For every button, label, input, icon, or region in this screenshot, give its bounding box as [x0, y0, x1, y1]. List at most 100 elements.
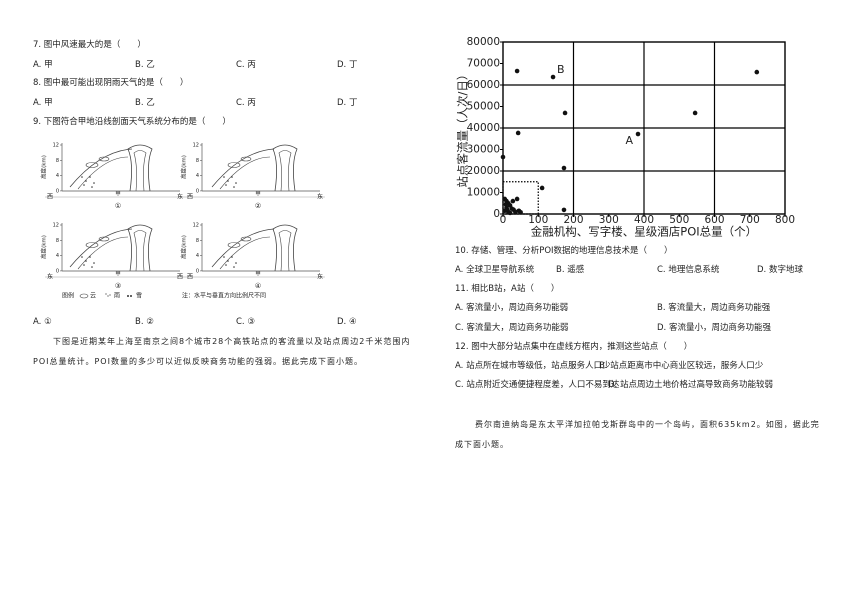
question-option: C. 丙 — [236, 98, 256, 108]
plume — [127, 224, 153, 272]
y-tick-label: 60000 — [467, 79, 500, 91]
cloud — [85, 242, 99, 248]
point — [561, 207, 567, 213]
panel-tick-label: 0 — [56, 188, 59, 194]
point — [754, 69, 760, 75]
panel-tick-label: 8 — [196, 158, 199, 164]
point — [510, 198, 516, 204]
x-tick-label: 500 — [669, 214, 689, 226]
question-stem: 11. 相比B站，A站（ ） — [455, 284, 560, 294]
cloud — [240, 156, 252, 162]
point — [500, 154, 506, 160]
rain-dot — [225, 184, 227, 186]
panel-number: ③ — [115, 282, 121, 290]
rain-dot — [223, 176, 225, 178]
rain-dot — [225, 264, 227, 266]
figure-note: 注：水平与垂直方向比例尺不同 — [182, 292, 266, 300]
y-tick-label: 50000 — [467, 101, 500, 113]
question-option: B. ② — [135, 317, 154, 327]
rain-dot — [91, 186, 93, 188]
question-option: B. 客流量大，周边商务功能强 — [657, 303, 771, 313]
panel-y-label: 高度(km) — [180, 235, 188, 259]
plume — [272, 224, 298, 272]
panel-y-label: 高度(km) — [40, 155, 48, 179]
x-tick-label: 300 — [599, 214, 619, 226]
panel-tick-label: 4 — [56, 253, 59, 259]
question-option: D. 数字地球 — [757, 265, 803, 275]
panel-number: ② — [255, 202, 261, 210]
panel-left-label: 西 — [187, 274, 193, 281]
point — [503, 202, 509, 207]
cloud — [98, 236, 110, 242]
point — [514, 196, 520, 202]
question-option: A. 甲 — [33, 98, 53, 108]
point — [513, 209, 518, 215]
panel-tick-label: 4 — [56, 173, 59, 179]
panel-tick-label: 0 — [196, 268, 199, 274]
panel-tick-label: 12 — [53, 143, 59, 149]
rain-dot — [223, 256, 225, 258]
point — [561, 165, 567, 171]
question-option: D. ④ — [337, 317, 357, 327]
annotation: A — [625, 134, 633, 147]
rain-dot — [227, 180, 229, 182]
x-tick-label: 400 — [634, 214, 654, 226]
question-stem: 8. 图中最可能出现阴雨天气的是（ ） — [33, 78, 189, 88]
rain-dot — [235, 182, 237, 184]
question-stem: 7. 图中风速最大的是（ ） — [33, 40, 146, 50]
question-option: A. ① — [33, 317, 52, 327]
panel-tick-label: 12 — [53, 223, 59, 229]
panel-number: ④ — [255, 282, 261, 290]
profile-panel: 高度(km) 12 8 4 0西 东 甲 ① — [40, 143, 185, 210]
y-tick-label: 30000 — [467, 144, 500, 156]
x-tick-label: 800 — [775, 214, 795, 226]
legend-snow — [130, 295, 132, 297]
x-tick-label: 200 — [563, 214, 583, 226]
legend-title: 图例 — [62, 292, 74, 300]
panel-tick-label: 4 — [196, 173, 199, 179]
question-stem: 10. 存储、管理、分析POI数据的地理信息技术是（ ） — [455, 246, 673, 256]
rain-dot — [81, 256, 83, 258]
point — [514, 68, 520, 74]
rain-dot — [85, 180, 87, 182]
rain-dot — [231, 256, 233, 258]
rain-dot — [231, 176, 233, 178]
question-option: C. 站点附近交通便捷程度差，人口不易到达 — [455, 380, 620, 390]
panel-right-label: 东 — [317, 273, 323, 281]
question-option: B. 遥感 — [556, 265, 585, 275]
point — [539, 185, 545, 191]
y-tick-label: 20000 — [467, 165, 500, 177]
point — [504, 207, 510, 212]
question-option: B. 站点距离市中心商业区较远，服务人口少 — [599, 361, 764, 371]
front-surface — [219, 236, 271, 270]
plume — [278, 230, 292, 272]
front-surface — [77, 236, 129, 270]
legend-item: 云 — [90, 293, 96, 300]
panel-right-label: 东 — [177, 193, 183, 201]
profile-panel: 高度(km) 12 8 4 0东 西 甲 ③ — [40, 223, 185, 290]
point — [518, 209, 523, 215]
plume — [272, 144, 298, 192]
question-option: C. 丙 — [236, 60, 256, 70]
x-tick-label: 0 — [500, 214, 507, 226]
cloud — [85, 162, 99, 168]
rain-dot — [233, 186, 235, 188]
panel-number: ① — [115, 202, 121, 210]
rain-dot — [91, 266, 93, 268]
front-surface — [69, 228, 133, 268]
question-option: A. 站点所在城市等级低，站点服务人口少 — [455, 361, 611, 371]
panel-marker: 甲 — [255, 271, 261, 278]
y-tick-label: 10000 — [467, 187, 500, 199]
panel-tick-label: 4 — [196, 253, 199, 259]
rain-dot — [83, 184, 85, 186]
legend-item: 雨 — [114, 293, 120, 300]
point — [515, 130, 521, 136]
rain-dot — [93, 262, 95, 264]
panel-tick-label: 12 — [193, 223, 199, 229]
panel-tick-label: 8 — [196, 238, 199, 244]
legend-rain — [109, 294, 111, 296]
legend-snow — [127, 295, 129, 297]
